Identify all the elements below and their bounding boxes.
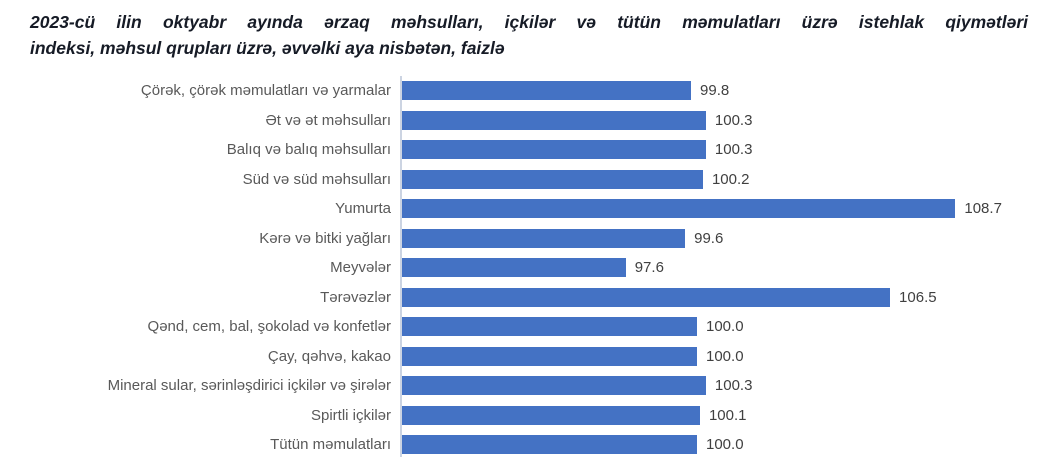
plot-area: 100.3: [400, 371, 994, 401]
bar: [400, 258, 626, 278]
value-label: 100.3: [714, 377, 753, 395]
bar: [400, 287, 891, 307]
chart-title-line-1: 2023-cü ilin oktyabr ayında ərzaq məhsul…: [30, 12, 1028, 32]
bar: [400, 81, 692, 101]
plot-area: 100.0: [400, 342, 994, 372]
chart-row: Süd və süd məhsulları 100.2: [0, 165, 1052, 195]
category-label: Spirtli içkilər: [310, 406, 391, 424]
chart-title-line-2: indeksi, məhsul qrupları üzrə, əvvəlki a…: [30, 38, 505, 58]
plot-area: 97.6: [400, 253, 994, 283]
category-label: Çay, qəhvə, kakao: [267, 347, 391, 365]
bar: [400, 435, 697, 455]
value-label: 100.0: [706, 318, 744, 336]
value-label: 100.0: [706, 347, 744, 365]
bar-chart: Çörək, çörək məmulatları və yarmalar 99.8…: [0, 76, 1052, 460]
category-label: Yumurta: [335, 200, 391, 218]
category-label: Qənd, cem, bal, şokolad və konfetlər: [147, 318, 391, 336]
chart-row: Qənd, cem, bal, şokolad və konfetlər 100.…: [0, 312, 1052, 342]
chart-row: Tərəvəzlər 106.5: [0, 283, 1052, 313]
plot-area: 108.7: [400, 194, 1002, 224]
category-label: Tütün məmulatları: [270, 436, 391, 454]
chart-row: Çay, qəhvə, kakao 100.0: [0, 342, 1052, 372]
bar: [400, 317, 697, 337]
value-label: 106.5: [899, 288, 937, 306]
bar: [400, 169, 703, 189]
value-label: 97.6: [634, 259, 664, 277]
plot-area: 100.0: [400, 430, 994, 460]
bar: [400, 405, 700, 425]
value-label: 100.0: [706, 436, 744, 454]
category-label: Mineral sular, sərinləşdirici içkilər və…: [107, 377, 391, 395]
category-label: Çörək, çörək məmulatları və yarmalar: [140, 82, 391, 100]
value-label: 99.8: [700, 82, 730, 100]
bar: [400, 140, 706, 160]
plot-area: 99.8: [400, 76, 994, 106]
category-label: Kərə və bitki yağları: [259, 229, 391, 247]
value-label: 100.3: [714, 111, 753, 129]
bar: [400, 110, 706, 130]
chart-row: Meyvələr 97.6: [0, 253, 1052, 283]
category-label: Ət və ət məhsulları: [265, 111, 391, 129]
plot-area: 100.2: [400, 165, 994, 195]
chart-title: 2023-cü ilin oktyabr ayında ərzaq məhsul…: [0, 0, 1052, 61]
value-label: 100.3: [714, 141, 753, 159]
category-label: Süd və süd məhsulları: [242, 170, 391, 188]
bar: [400, 228, 686, 248]
chart-row: Kərə və bitki yağları 99.6: [0, 224, 1052, 254]
bar: [400, 199, 956, 219]
chart-row: Balıq və balıq məhsulları 100.3: [0, 135, 1052, 165]
category-label: Tərəvəzlər: [320, 288, 391, 306]
plot-area: 100.0: [400, 312, 994, 342]
chart-row: Mineral sular, sərinləşdirici içkilər və…: [0, 371, 1052, 401]
plot-area: 100.3: [400, 135, 994, 165]
bar: [400, 376, 706, 396]
value-label: 108.7: [964, 200, 1002, 218]
value-label: 100.1: [708, 406, 747, 424]
plot-area: 100.1: [400, 401, 994, 431]
plot-area: 106.5: [400, 283, 994, 313]
chart-row: Ət və ət məhsulları 100.3: [0, 106, 1052, 136]
chart-row: Spirtli içkilər 100.1: [0, 401, 1052, 431]
category-label: Balıq və balıq məhsulları: [226, 141, 391, 159]
value-label: 100.2: [711, 170, 750, 188]
chart-row: Çörək, çörək məmulatları və yarmalar 99.8: [0, 76, 1052, 106]
bar: [400, 346, 697, 366]
plot-area: 100.3: [400, 106, 994, 136]
chart-row: Tütün məmulatları 100.0: [0, 430, 1052, 460]
plot-area: 99.6: [400, 224, 994, 254]
chart-row: Yumurta 108.7: [0, 194, 1052, 224]
value-label: 99.6: [694, 229, 724, 247]
category-label: Meyvələr: [330, 259, 391, 277]
